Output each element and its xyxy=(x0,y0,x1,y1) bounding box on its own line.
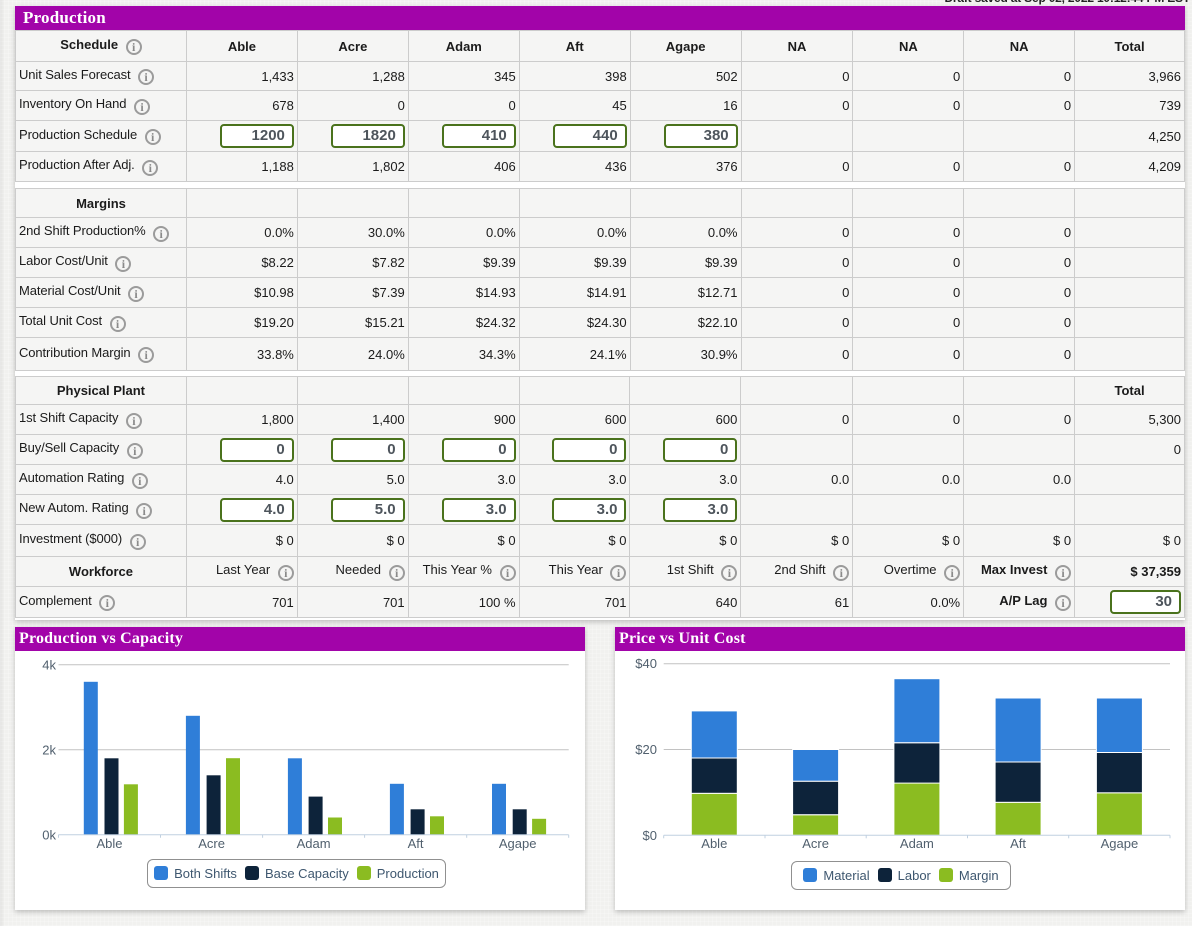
svg-text:Aft: Aft xyxy=(1010,836,1026,851)
svg-text:Adam: Adam xyxy=(900,836,934,851)
svg-text:Acre: Acre xyxy=(198,836,225,851)
svg-text:4k: 4k xyxy=(42,657,56,672)
svg-text:$20: $20 xyxy=(635,742,657,757)
svg-text:$0: $0 xyxy=(643,828,657,843)
svg-text:Able: Able xyxy=(701,836,727,851)
svg-text:Able: Able xyxy=(96,836,122,851)
svg-text:0k: 0k xyxy=(42,827,56,842)
svg-text:2k: 2k xyxy=(42,742,56,757)
svg-text:Aft: Aft xyxy=(408,836,424,851)
svg-text:Agape: Agape xyxy=(1101,836,1139,851)
svg-text:Acre: Acre xyxy=(802,836,829,851)
svg-text:Agape: Agape xyxy=(499,836,537,851)
svg-text:Adam: Adam xyxy=(297,836,331,851)
svg-text:$40: $40 xyxy=(635,656,657,671)
